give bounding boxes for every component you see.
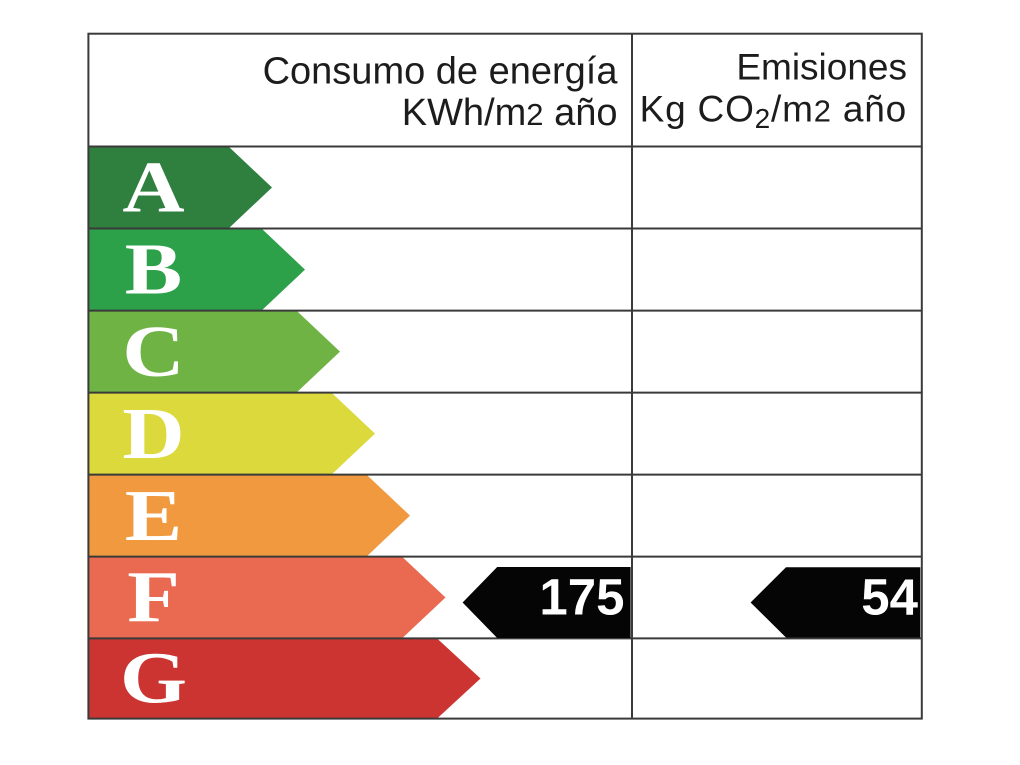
svg-text:175: 175 xyxy=(539,569,624,626)
svg-text:Emisiones: Emisiones xyxy=(736,47,907,88)
svg-text:54: 54 xyxy=(861,569,918,626)
svg-text:G: G xyxy=(120,639,187,719)
svg-text:Kg CO2/m2 año: Kg CO2/m2 año xyxy=(640,89,907,135)
svg-text:E: E xyxy=(125,476,182,556)
svg-text:C: C xyxy=(122,312,184,392)
svg-text:Consumo de energía: Consumo de energía xyxy=(263,51,619,93)
svg-text:F: F xyxy=(127,558,180,638)
svg-text:KWh/m2 año: KWh/m2 año xyxy=(402,92,618,134)
svg-text:D: D xyxy=(122,394,184,474)
svg-text:A: A xyxy=(122,148,185,228)
svg-text:B: B xyxy=(125,230,182,310)
